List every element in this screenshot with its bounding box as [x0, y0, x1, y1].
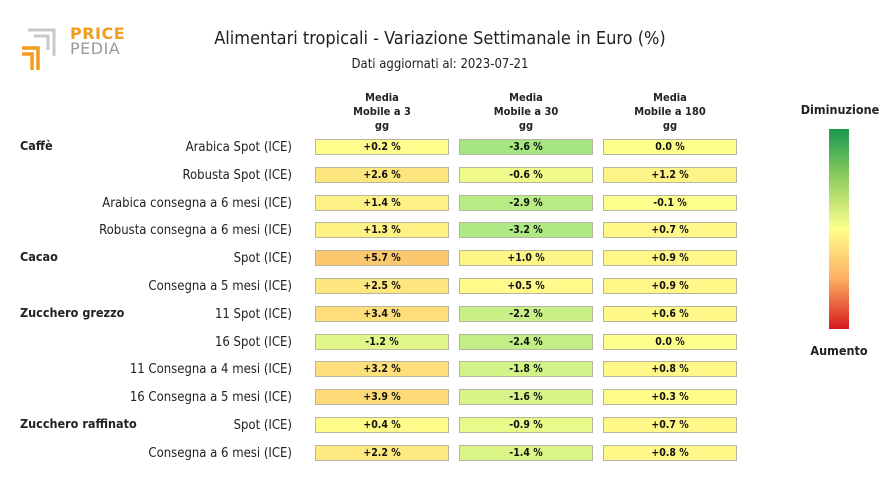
- value-cell: +5.7 %: [315, 250, 449, 267]
- value-cell: +0.8 %: [603, 444, 737, 461]
- value-cell: -0.6 %: [459, 166, 593, 183]
- value-cell: +0.2 %: [315, 139, 449, 155]
- row-label: Arabica Spot (ICE): [185, 140, 292, 155]
- value-cell: +1.2 %: [603, 166, 737, 183]
- value-cell: +1.0 %: [459, 250, 593, 267]
- value-cell: +3.9 %: [315, 389, 449, 406]
- value-cell: +1.3 %: [315, 222, 449, 239]
- chart-title: Alimentari tropicali - Variazione Settim…: [214, 28, 666, 49]
- value-cell: -1.2 %: [315, 333, 449, 350]
- column-header-line: Media: [365, 91, 399, 104]
- group-label: Zucchero raffinato: [20, 416, 137, 431]
- row-label: 16 Consegna a 5 mesi (ICE): [129, 390, 292, 406]
- value-cell: +3.2 %: [315, 361, 449, 378]
- value-cell: -1.8 %: [459, 361, 593, 378]
- group-label: Cacao: [20, 249, 58, 265]
- row-label: Consegna a 6 mesi (ICE): [148, 445, 292, 461]
- value-cell: -2.9 %: [459, 194, 593, 211]
- value-cell: +0.8 %: [603, 361, 737, 378]
- value-cell: +2.2 %: [315, 444, 449, 461]
- value-cell: 0.0 %: [603, 333, 737, 350]
- legend-top-label: Diminuzione: [800, 102, 880, 117]
- value-cell: +0.9 %: [603, 278, 737, 294]
- group-label: Caffè: [20, 138, 53, 153]
- value-cell: +0.7 %: [603, 222, 737, 239]
- value-cell: -0.1 %: [603, 194, 737, 211]
- value-cell: -3.2 %: [459, 222, 593, 239]
- row-label: Spot (ICE): [233, 251, 292, 267]
- value-cell: +0.9 %: [603, 250, 737, 267]
- row-label: Robusta consegna a 6 mesi (ICE): [99, 223, 292, 239]
- column-header: Media Mobile a 30 gg: [459, 91, 593, 133]
- value-cell: +2.6 %: [315, 166, 449, 183]
- row-label: Spot (ICE): [233, 418, 292, 433]
- logo-mark-icon: [22, 28, 56, 70]
- value-cell: -1.6 %: [459, 389, 593, 406]
- chart-subtitle: Dati aggiornati al: 2023-07-21: [351, 57, 529, 72]
- row-label: Robusta Spot (ICE): [182, 167, 292, 183]
- legend-color-scale: [829, 129, 849, 329]
- value-cell: -3.6 %: [459, 139, 593, 155]
- value-cell: +3.4 %: [315, 305, 449, 322]
- legend-bottom-label: Aumento: [810, 343, 868, 358]
- column-header-line: Media: [509, 91, 543, 104]
- value-cell: -2.2 %: [459, 305, 593, 322]
- pricepedia-logo: PRICE PEDIA: [20, 24, 130, 74]
- column-header-line: Mobile a 3: [353, 105, 411, 118]
- logo-price-text: PRICE: [70, 24, 126, 43]
- column-header-line: gg: [518, 119, 534, 132]
- column-header-line: Mobile a 30: [493, 105, 559, 118]
- row-label: Consegna a 5 mesi (ICE): [148, 279, 292, 294]
- column-header-line: gg: [374, 119, 390, 132]
- column-header-line: gg: [662, 119, 678, 132]
- value-cell: +0.5 %: [459, 278, 593, 294]
- row-label: Arabica consegna a 6 mesi (ICE): [102, 195, 292, 211]
- column-header-line: Media: [653, 91, 687, 104]
- row-label: 16 Spot (ICE): [214, 334, 292, 350]
- column-header-line: Mobile a 180: [634, 105, 706, 118]
- value-cell: -0.9 %: [459, 417, 593, 433]
- value-cell: -2.4 %: [459, 333, 593, 350]
- value-cell: +0.3 %: [603, 389, 737, 406]
- column-header: Media Mobile a 180 gg: [603, 91, 737, 133]
- value-cell: +2.5 %: [315, 278, 449, 294]
- row-label: 11 Consegna a 4 mesi (ICE): [129, 362, 292, 378]
- value-cell: +0.7 %: [603, 417, 737, 433]
- value-cell: 0.0 %: [603, 139, 737, 155]
- value-cell: +0.4 %: [315, 417, 449, 433]
- value-cell: -1.4 %: [459, 444, 593, 461]
- group-label: Zucchero grezzo: [20, 304, 125, 320]
- logo-pedia-text: PEDIA: [70, 39, 121, 58]
- column-header: Media Mobile a 3 gg: [315, 91, 449, 133]
- value-cell: +0.6 %: [603, 305, 737, 322]
- row-label: 11 Spot (ICE): [214, 306, 292, 322]
- value-cell: +1.4 %: [315, 194, 449, 211]
